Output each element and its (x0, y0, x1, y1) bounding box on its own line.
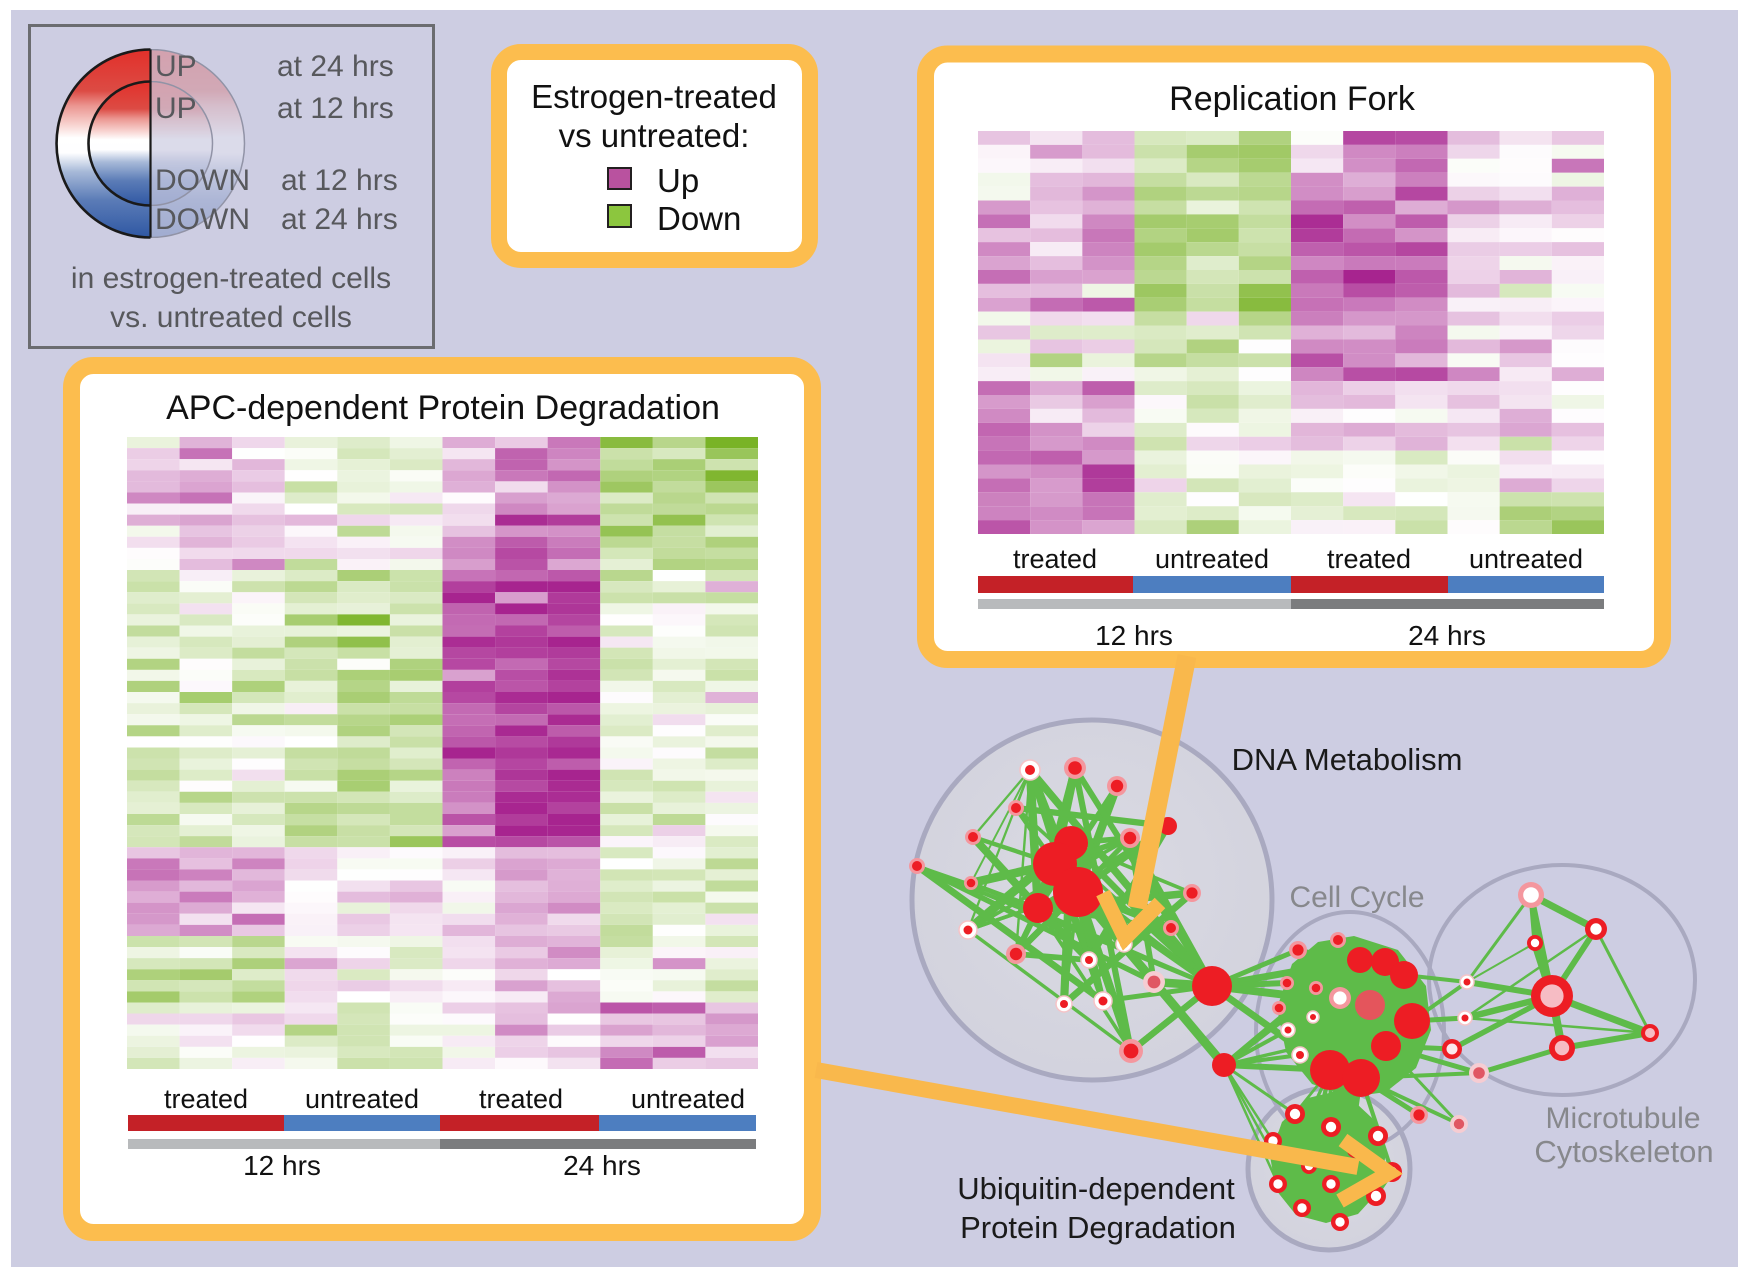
svg-text:vs. untreated cells: vs. untreated cells (110, 301, 352, 334)
svg-text:treated: treated (479, 1084, 563, 1114)
svg-text:Cell Cycle: Cell Cycle (1289, 881, 1424, 914)
svg-text:Replication Fork: Replication Fork (1169, 80, 1416, 118)
svg-text:DOWN: DOWN (155, 203, 250, 236)
svg-text:Cytoskeleton: Cytoskeleton (1534, 1134, 1713, 1169)
svg-text:UP: UP (155, 50, 197, 83)
svg-text:24 hrs: 24 hrs (563, 1150, 641, 1181)
svg-text:in estrogen-treated cells: in estrogen-treated cells (71, 262, 391, 295)
svg-text:treated: treated (1327, 544, 1411, 574)
svg-text:Estrogen-treated: Estrogen-treated (531, 78, 777, 115)
svg-text:UP: UP (155, 92, 197, 125)
svg-text:Down: Down (657, 200, 741, 237)
svg-text:at 12 hrs: at 12 hrs (281, 164, 398, 197)
svg-text:untreated: untreated (305, 1084, 419, 1114)
svg-text:untreated: untreated (1469, 544, 1583, 574)
svg-text:treated: treated (164, 1084, 248, 1114)
svg-text:untreated: untreated (1155, 544, 1269, 574)
svg-text:Ubiquitin-dependent: Ubiquitin-dependent (957, 1171, 1235, 1206)
svg-text:APC-dependent Protein Degradat: APC-dependent Protein Degradation (166, 389, 720, 427)
svg-text:24 hrs: 24 hrs (1408, 620, 1486, 651)
svg-text:12 hrs: 12 hrs (243, 1150, 321, 1181)
svg-text:untreated: untreated (631, 1084, 745, 1114)
svg-text:Microtubule: Microtubule (1545, 1102, 1700, 1135)
svg-text:Up: Up (657, 162, 699, 199)
svg-text:12 hrs: 12 hrs (1095, 620, 1173, 651)
svg-text:at 24 hrs: at 24 hrs (281, 203, 398, 236)
svg-text:at 24 hrs: at 24 hrs (277, 50, 394, 83)
svg-text:Protein Degradation: Protein Degradation (960, 1210, 1236, 1245)
svg-text:vs untreated:: vs untreated: (559, 117, 750, 154)
svg-text:at 12 hrs: at 12 hrs (277, 92, 394, 125)
svg-text:treated: treated (1013, 544, 1097, 574)
svg-text:DOWN: DOWN (155, 164, 250, 197)
svg-text:DNA Metabolism: DNA Metabolism (1232, 742, 1463, 777)
